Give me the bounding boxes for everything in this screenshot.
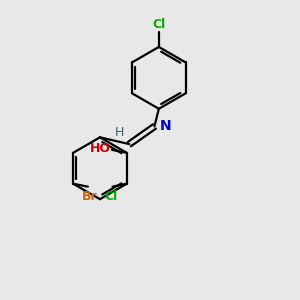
Text: HO: HO: [89, 142, 110, 155]
Text: Cl: Cl: [152, 18, 166, 31]
Text: Cl: Cl: [104, 190, 118, 203]
Text: N: N: [160, 118, 171, 133]
Text: H: H: [115, 126, 124, 139]
Text: Br: Br: [82, 190, 97, 203]
